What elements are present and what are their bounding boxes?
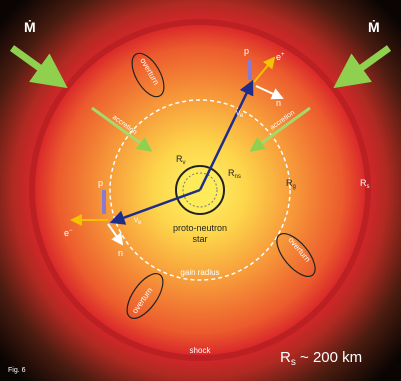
r-sub: g bbox=[293, 184, 296, 190]
r-sub: ν bbox=[183, 160, 186, 166]
figure: Ṁ Ṁ accretion accretion overturn overtur… bbox=[0, 0, 401, 381]
star-label: proto-neutron bbox=[173, 223, 227, 233]
r-main: R bbox=[280, 349, 291, 366]
proton-label: p bbox=[98, 178, 103, 188]
proton-label: p bbox=[244, 46, 249, 56]
gain-radius-label: gain radius bbox=[180, 268, 219, 277]
mdot-label: Ṁ bbox=[24, 19, 36, 35]
e-sup: + bbox=[281, 52, 285, 58]
mdot-label: Ṁ bbox=[368, 19, 380, 35]
figure-label: Fig. 6 bbox=[8, 367, 26, 374]
star-label: star bbox=[192, 234, 207, 244]
neutron-label: n bbox=[276, 98, 281, 108]
shock-label: shock bbox=[190, 346, 212, 355]
r-value: ~ 200 km bbox=[296, 349, 362, 366]
r-sub: s bbox=[367, 184, 370, 190]
r-sub: ns bbox=[235, 174, 241, 180]
neutron-label: n bbox=[118, 248, 123, 258]
e-sup: − bbox=[69, 228, 73, 234]
